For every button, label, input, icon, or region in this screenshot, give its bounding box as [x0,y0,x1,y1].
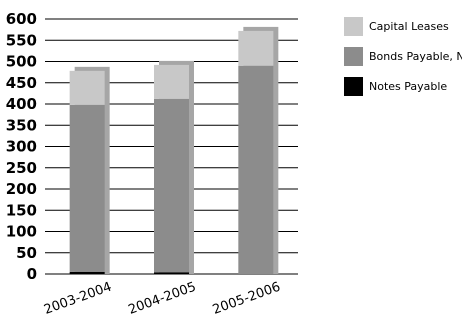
y-tick-label: 350 [6,116,37,134]
bar-bonds-payable-net [154,98,189,273]
legend-label: Notes Payable [369,80,447,93]
legend-label: Capital Leases [369,20,449,33]
legend-label: Bonds Payable, Net [369,50,462,63]
legend-swatch [344,17,363,36]
y-tick-label: 100 [6,223,37,241]
legend-swatch [344,77,363,96]
bar-bonds-payable-net [238,65,274,274]
bar-notes-payable [69,271,105,274]
bar-capital-leases [69,70,105,105]
y-tick-label: 300 [6,138,37,156]
y-tick-label: 550 [6,31,37,49]
bar-bonds-payable-net [69,104,105,272]
y-tick-label: 450 [6,74,37,92]
x-tick-label: 2004-2005 [126,280,198,318]
x-tick-label: 2003-2004 [42,280,114,318]
y-tick-label: 600 [6,10,37,28]
bar-notes-payable [154,272,189,274]
bar-capital-leases [238,30,274,66]
x-tick-label: 2005-2006 [211,280,283,318]
y-tick-label: 500 [6,53,37,71]
y-tick-label: 50 [16,244,37,262]
bar-capital-leases [154,64,189,99]
y-tick-label: 250 [6,159,37,177]
y-tick-label: 150 [6,201,37,219]
legend-swatch [344,47,363,66]
y-tick-label: 200 [6,180,37,198]
y-tick-label: 400 [6,95,37,113]
y-tick-label: 0 [27,265,37,283]
